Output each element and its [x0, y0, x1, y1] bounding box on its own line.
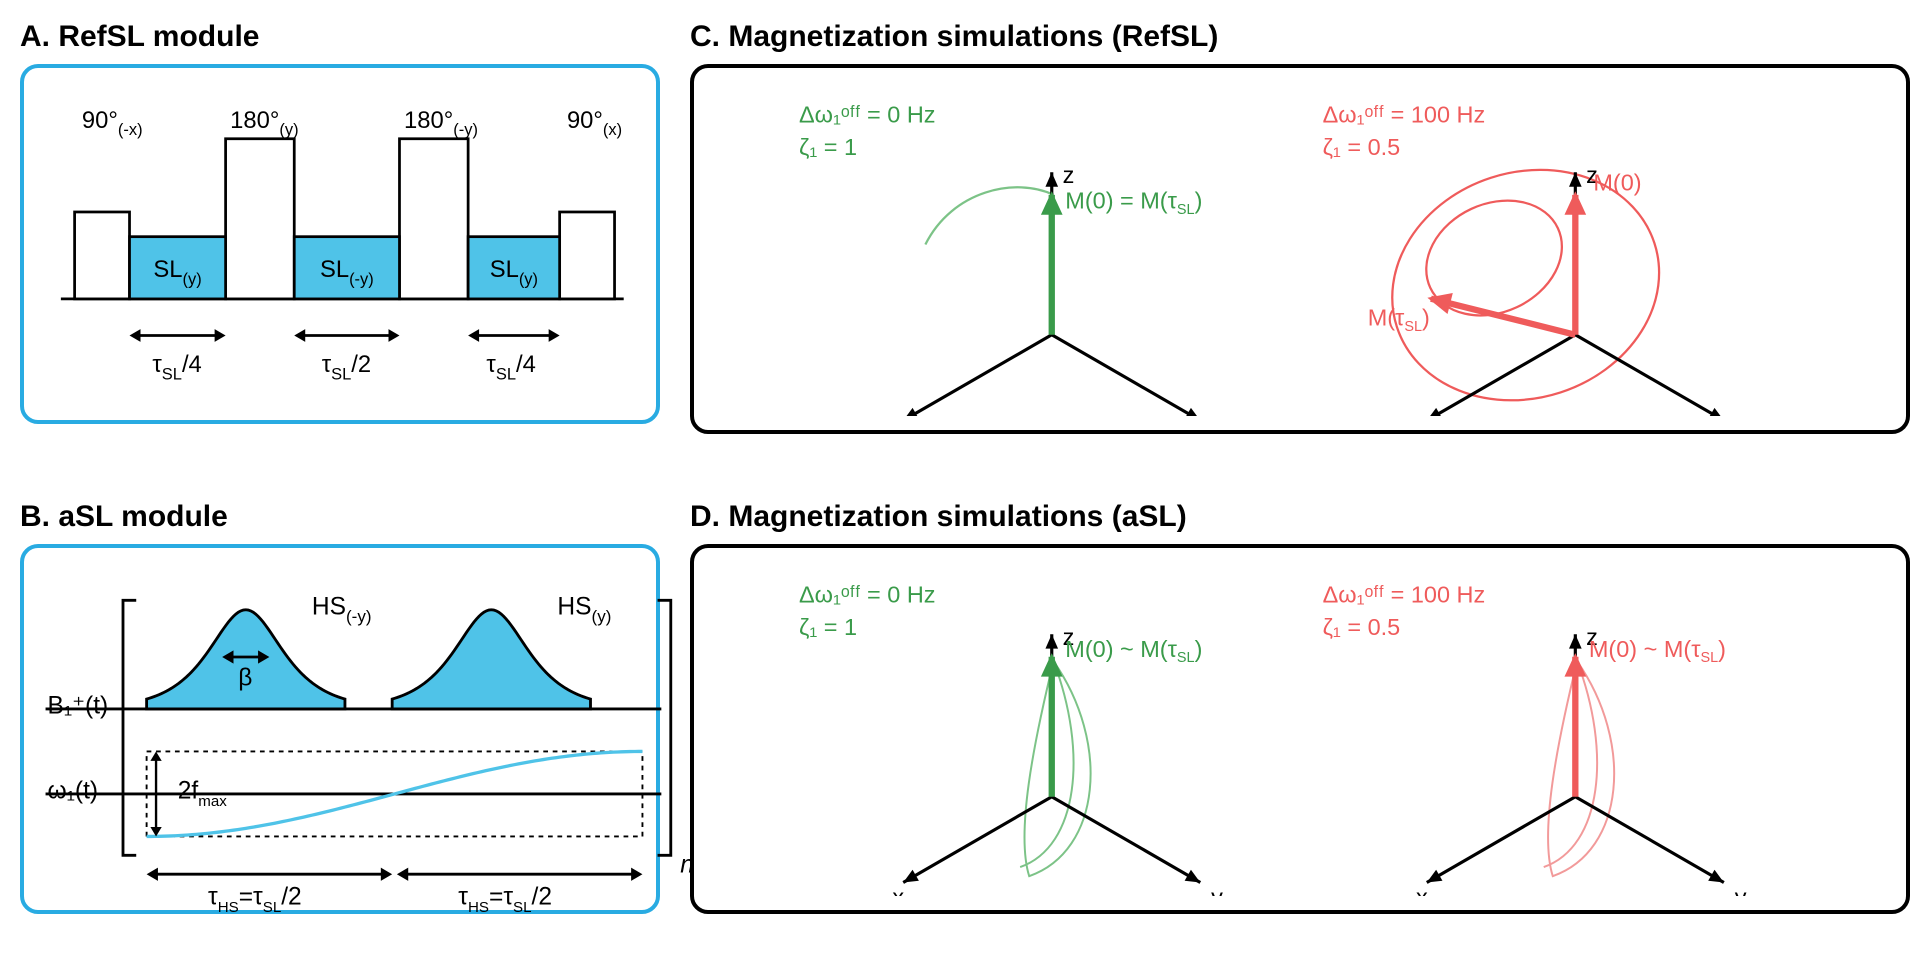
panel-a-box: 90°(-x)180°(y)180°(-y)90°(x)SL(y)SL(-y)S…	[20, 64, 660, 424]
sim-param: Δω₁ᵒᶠᶠ = 0 Hz	[799, 582, 936, 608]
svg-text:B₁⁺(t): B₁⁺(t)	[47, 693, 108, 720]
svg-text:τHS=τSL/2: τHS=τSL/2	[208, 883, 302, 916]
sim-box: Δω₁ᵒᶠᶠ = 0 Hzζ₁ = 1zxyM(0) = M(τSL)Δω₁ᵒᶠ…	[690, 64, 1910, 434]
sim-param: ζ₁ = 1	[799, 614, 857, 640]
sim-panel: D. Magnetization simulations (aSL) Δω₁ᵒᶠᶠ…	[690, 500, 1910, 950]
svg-text:τSL/4: τSL/4	[152, 351, 201, 383]
svg-text:τSL/2: τSL/2	[322, 351, 371, 383]
sim-param: ζ₁ = 1	[799, 134, 857, 160]
svg-text:M(τSL): M(τSL)	[1368, 305, 1430, 335]
svg-text:HS(y): HS(y)	[557, 594, 611, 627]
sim-panel: C. Magnetization simulations (RefSL) Δω₁ᵒ…	[690, 20, 1910, 470]
svg-text:90°(x): 90°(x)	[567, 107, 622, 139]
svg-text:β: β	[238, 664, 252, 691]
svg-text:180°(y): 180°(y)	[230, 107, 298, 139]
sim-box: Δω₁ᵒᶠᶠ = 0 Hzζ₁ = 1zxyM(0) ~ M(τSL)Δω₁ᵒᶠ…	[690, 544, 1910, 914]
panel-a: A. RefSL module 90°(-x) 180°(y) 180°(-y) 90°…	[20, 20, 660, 470]
svg-text:x: x	[1416, 884, 1428, 896]
svg-text:x: x	[892, 884, 904, 896]
svg-text:τHS=τSL/2: τHS=τSL/2	[458, 883, 552, 916]
panel-b-title: B. aSL module	[20, 500, 660, 534]
svg-text:M(0) ~ M(τSL): M(0) ~ M(τSL)	[1589, 636, 1726, 666]
svg-text:2fmax: 2fmax	[178, 778, 227, 811]
sim-title: C. Magnetization simulations (RefSL)	[690, 20, 1910, 54]
sim-param: ζ₁ = 0.5	[1323, 614, 1401, 640]
panel-a-title: A. RefSL module	[20, 20, 660, 54]
svg-text:HS(-y): HS(-y)	[312, 594, 372, 627]
panel-b: B. aSL modulenHS(-y)HS(y)βB₁⁺(t)ω₁(t)2fm…	[20, 500, 660, 950]
svg-text:τSL/4: τSL/4	[486, 351, 535, 383]
svg-text:z: z	[1063, 162, 1075, 188]
svg-text:y: y	[1211, 884, 1223, 896]
svg-text:M(0) ~ M(τSL): M(0) ~ M(τSL)	[1065, 636, 1202, 666]
svg-text:M(0) = M(τSL): M(0) = M(τSL)	[1065, 187, 1202, 217]
panel-b-box: nHS(-y)HS(y)βB₁⁺(t)ω₁(t)2fmaxτHS=τSL/2τH…	[20, 544, 660, 914]
sim-param: Δω₁ᵒᶠᶠ = 0 Hz	[799, 102, 936, 128]
svg-text:90°(-x): 90°(-x)	[82, 107, 143, 139]
sim-param: ζ₁ = 0.5	[1323, 134, 1401, 160]
sim-title: D. Magnetization simulations (aSL)	[690, 500, 1910, 534]
svg-text:y: y	[1735, 884, 1747, 896]
svg-text:M(0): M(0)	[1593, 169, 1641, 195]
sim-param: Δω₁ᵒᶠᶠ = 100 Hz	[1323, 102, 1486, 128]
sim-param: Δω₁ᵒᶠᶠ = 100 Hz	[1323, 582, 1486, 608]
svg-text:180°(-y): 180°(-y)	[404, 107, 478, 139]
svg-text:ω₁(t): ω₁(t)	[47, 778, 98, 805]
